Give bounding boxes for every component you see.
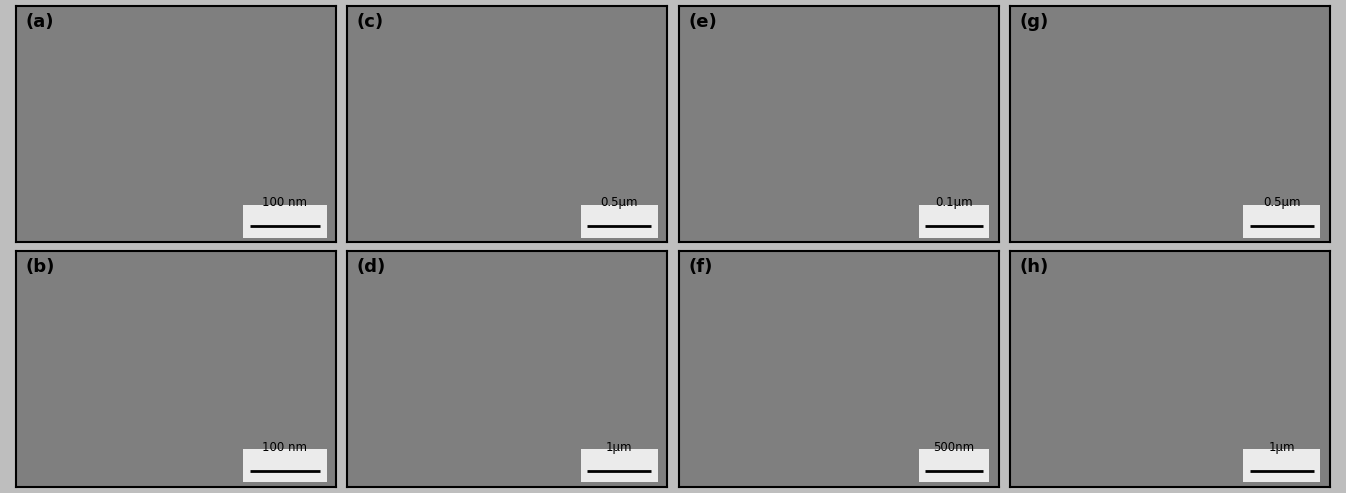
Text: (b): (b) xyxy=(26,258,55,276)
Text: 100 nm: 100 nm xyxy=(262,441,307,454)
Text: 0.1μm: 0.1μm xyxy=(935,196,973,209)
Text: 1μm: 1μm xyxy=(1268,441,1295,454)
Bar xyxy=(581,449,658,482)
Text: (h): (h) xyxy=(1019,258,1049,276)
Bar xyxy=(244,449,327,482)
Bar xyxy=(1244,205,1320,238)
Text: 500nm: 500nm xyxy=(933,441,975,454)
Bar xyxy=(918,449,989,482)
Bar xyxy=(918,205,989,238)
Text: (e): (e) xyxy=(688,13,717,31)
Text: (a): (a) xyxy=(26,13,54,31)
Text: 1μm: 1μm xyxy=(606,441,633,454)
Text: (f): (f) xyxy=(688,258,712,276)
Text: 100 nm: 100 nm xyxy=(262,196,307,209)
Bar xyxy=(1244,449,1320,482)
Text: (g): (g) xyxy=(1019,13,1049,31)
Text: (c): (c) xyxy=(357,13,384,31)
Text: (d): (d) xyxy=(357,258,386,276)
Bar xyxy=(581,205,658,238)
Bar xyxy=(244,205,327,238)
Text: 0.5μm: 0.5μm xyxy=(600,196,638,209)
Text: 0.5μm: 0.5μm xyxy=(1263,196,1300,209)
